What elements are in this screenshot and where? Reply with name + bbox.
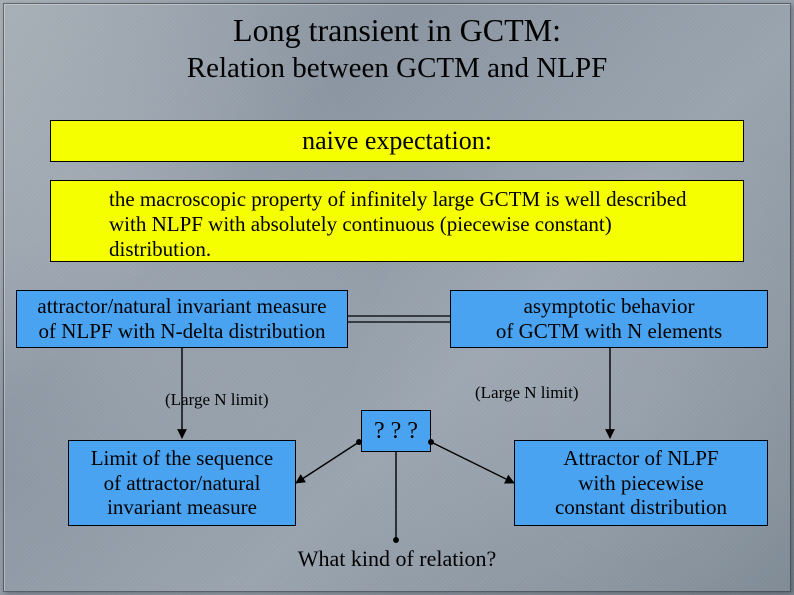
bottom-question: What kind of relation? bbox=[0, 546, 794, 572]
box-limit-sequence: Limit of the sequenceof attractor/natura… bbox=[68, 440, 296, 526]
box-attractor-nlpf: Attractor of NLPFwith piecewiseconstant … bbox=[514, 440, 768, 526]
label-large-n-left: (Large N limit) bbox=[165, 390, 269, 410]
box-attractor-measure: attractor/natural invariant measureof NL… bbox=[16, 290, 348, 348]
slide-content: Long transient in GCTM: Relation between… bbox=[0, 0, 794, 595]
slide-title: Long transient in GCTM: bbox=[0, 12, 794, 49]
box-question-marks: ? ? ? bbox=[361, 410, 431, 452]
slide-subtitle: Relation between GCTM and NLPF bbox=[0, 52, 794, 85]
label-large-n-right: (Large N limit) bbox=[475, 383, 579, 403]
naive-expectation-heading: naive expectation: bbox=[50, 120, 744, 162]
box-asymptotic-behavior: asymptotic behaviorof GCTM with N elemen… bbox=[450, 290, 768, 348]
naive-expectation-body: the macroscopic property of infinitely l… bbox=[50, 180, 744, 262]
